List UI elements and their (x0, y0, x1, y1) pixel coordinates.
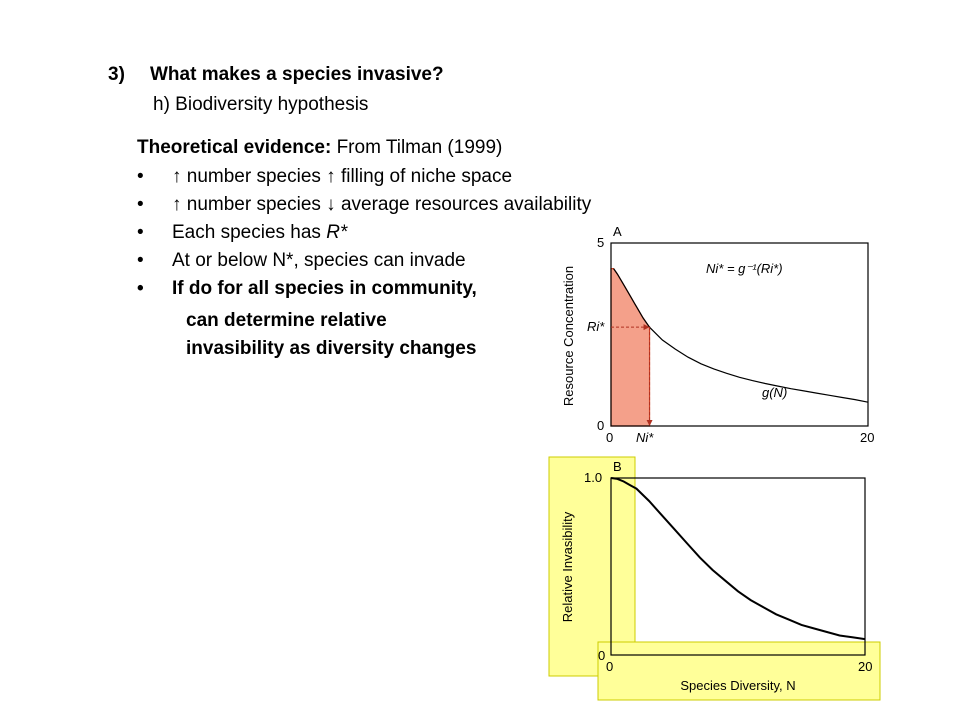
n-star-arrowhead (646, 420, 653, 426)
x-tick-label: 0 (606, 659, 613, 674)
x-tick-label: 20 (860, 430, 874, 445)
plot-frame (610, 477, 866, 656)
bullet-continuation: invasibility as diversity changes (186, 338, 477, 359)
n-star-label: Ni* (636, 430, 654, 445)
resource-shade-area (610, 267, 651, 427)
chart-panel-b: B 1.0 0 0 20 Relative Invasibility Speci… (560, 459, 872, 693)
bullet-item: • ↑ number species ↓ average resources av… (137, 191, 591, 219)
series-line-invasibility (610, 477, 866, 641)
panel-label-b: B (613, 459, 622, 474)
bullet-dot: • (137, 222, 144, 243)
bullet-continuation: can determine relative (186, 310, 387, 331)
bullet-dot: • (137, 166, 144, 187)
evidence-line: Theoretical evidence: From Tilman (1999) (137, 137, 502, 159)
x-tick-label: 20 (858, 659, 872, 674)
equation-label: Ni* = g⁻¹(Ri*) (706, 261, 783, 276)
r-star-label: Ri* (587, 319, 605, 334)
curve-label: g(N) (762, 385, 787, 400)
y-axis-label: Resource Concentration (561, 266, 576, 406)
panel-label-a: A (613, 224, 622, 239)
y-tick-label: 1.0 (584, 470, 602, 485)
y-tick-label: 0 (598, 648, 605, 663)
r-star-arrowhead (643, 324, 650, 331)
bullet-item: • ↑ number species ↑ filling of niche spa… (137, 163, 591, 191)
x-tick-label: 0 (606, 430, 613, 445)
ylabel-highlight (548, 456, 636, 677)
chart-panel-a: A 5 0 0 20 Resource Concentration Ni* = … (561, 224, 874, 445)
heading-text: What makes a species invasive? (150, 64, 444, 85)
evidence-label: Theoretical evidence: (137, 137, 332, 158)
bullet-text: ↑ number species ↓ average resources ava… (172, 194, 592, 215)
slide-heading: 3) What makes a species invasive? (108, 64, 444, 86)
slide-subheading: h) Biodiversity hypothesis (153, 94, 369, 115)
bullet-item: • At or below N*, species can invade (137, 247, 591, 275)
y-tick-label: 0 (597, 418, 604, 433)
bullet-text: At or below N*, species can invade (172, 250, 466, 271)
bullet-var: R* (326, 222, 348, 243)
heading-number: 3) (108, 64, 125, 85)
bullet-list: • ↑ number species ↑ filling of niche spa… (137, 163, 591, 303)
bullet-dot: • (137, 250, 144, 271)
bullet-text: ↑ number species ↑ filling of niche spac… (172, 166, 513, 187)
bullet-item: • Each species has R* (137, 219, 591, 247)
evidence-source: From Tilman (1999) (331, 137, 503, 158)
bullet-dot: • (137, 194, 144, 215)
bullet-text: If do for all species in community, (172, 278, 477, 299)
series-line-g (613, 268, 869, 403)
bullet-text: Each species has (172, 222, 327, 243)
bullet-dot: • (137, 278, 144, 299)
plot-frame (610, 242, 869, 427)
x-axis-label: Species Diversity, N (680, 678, 795, 693)
y-axis-label: Relative Invasibility (560, 511, 575, 622)
bullet-item: • If do for all species in community, (137, 275, 591, 303)
xlabel-highlight (597, 641, 881, 701)
y-tick-label: 5 (597, 235, 604, 250)
